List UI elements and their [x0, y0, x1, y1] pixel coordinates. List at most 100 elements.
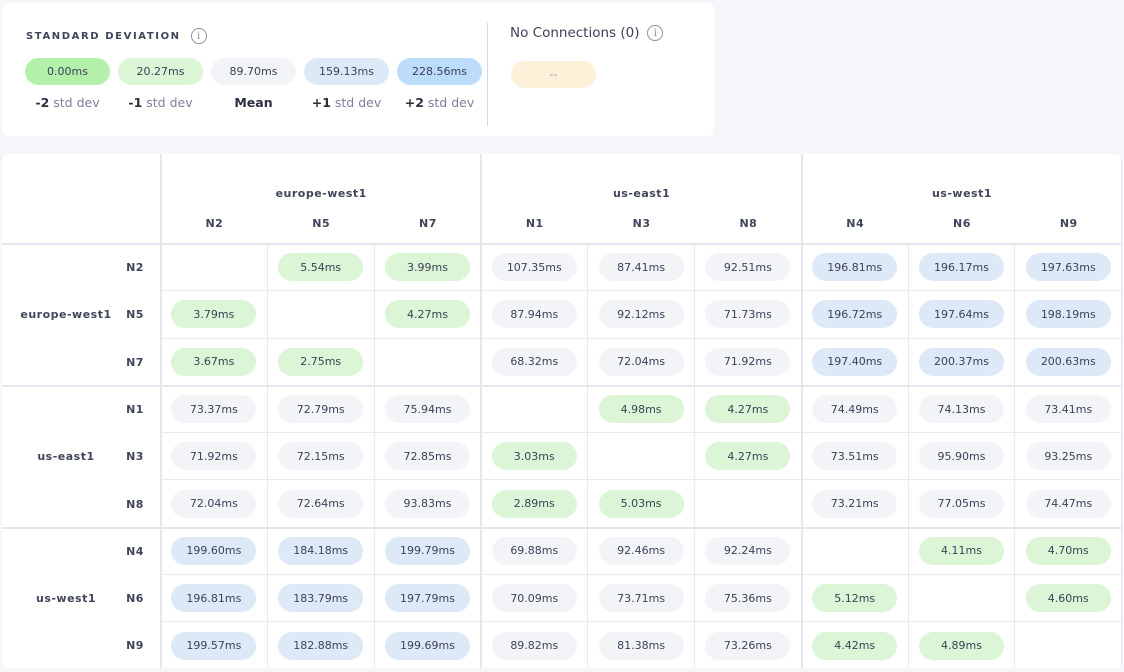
matrix-cell: 87.41ms — [588, 244, 695, 292]
latency-pill[interactable]: 72.79ms — [278, 395, 364, 424]
latency-pill[interactable]: 74.13ms — [918, 395, 1004, 424]
latency-pill[interactable]: 197.40ms — [812, 347, 898, 376]
latency-pill[interactable]: 73.26ms — [705, 631, 791, 660]
info-icon[interactable]: i — [190, 28, 207, 44]
latency-pill[interactable]: 73.41ms — [1025, 395, 1111, 424]
latency-pill[interactable]: 93.83ms — [384, 489, 470, 518]
latency-pill[interactable]: 75.36ms — [705, 584, 791, 613]
latency-pill[interactable]: 200.37ms — [918, 347, 1004, 376]
latency-pill[interactable]: 71.92ms — [171, 442, 257, 471]
latency-pill[interactable]: 199.69ms — [384, 631, 470, 660]
latency-pill[interactable]: 197.64ms — [918, 300, 1004, 329]
legend-label-strong: Mean — [234, 95, 273, 110]
latency-pill[interactable]: 74.49ms — [812, 395, 898, 424]
latency-pill[interactable]: 73.21ms — [812, 489, 898, 518]
latency-pill[interactable]: 196.81ms — [171, 584, 257, 613]
latency-pill[interactable]: 77.05ms — [918, 489, 1004, 518]
latency-pill[interactable]: 95.90ms — [918, 442, 1004, 471]
latency-pill[interactable]: 3.03ms — [491, 442, 577, 471]
latency-pill[interactable]: 198.19ms — [1025, 300, 1111, 329]
latency-pill[interactable]: 70.09ms — [491, 584, 577, 613]
latency-pill[interactable]: 184.18ms — [278, 536, 364, 565]
latency-pill[interactable]: 69.88ms — [491, 536, 577, 565]
matrix-cell: 81.38ms — [588, 622, 695, 668]
info-icon[interactable]: i — [647, 25, 664, 41]
latency-pill[interactable]: 73.71ms — [598, 584, 684, 613]
latency-pill[interactable]: 74.47ms — [1025, 489, 1111, 518]
matrix-cell: 70.09ms — [481, 575, 589, 623]
latency-pill[interactable]: 92.46ms — [598, 536, 684, 565]
latency-pill[interactable]: 87.41ms — [598, 253, 684, 282]
latency-pill[interactable]: 87.94ms — [491, 300, 577, 329]
latency-pill[interactable]: 73.51ms — [812, 442, 898, 471]
column-region-header: us-west1 — [931, 187, 992, 200]
latency-pill[interactable]: 72.15ms — [278, 442, 364, 471]
latency-pill[interactable]: 197.79ms — [384, 584, 470, 613]
latency-pill[interactable]: 75.94ms — [384, 395, 470, 424]
std-dev-title: STANDARD DEVIATION i — [26, 28, 207, 44]
latency-pill[interactable]: 4.27ms — [705, 395, 791, 424]
latency-pill[interactable]: 107.35ms — [491, 253, 577, 282]
legend-label-text: std dev — [423, 95, 475, 110]
matrix-cell: 68.32ms — [481, 338, 589, 386]
latency-pill[interactable]: 196.81ms — [812, 253, 898, 282]
latency-pill[interactable]: 92.12ms — [598, 300, 684, 329]
column-node-header: N6 — [953, 217, 971, 230]
matrix-cell: 74.47ms — [1015, 480, 1122, 528]
matrix-cell: 4.27ms — [695, 433, 802, 481]
row-node-header: N7 — [126, 355, 144, 369]
latency-pill[interactable]: 4.98ms — [598, 395, 684, 424]
region-divider-vertical — [800, 154, 803, 668]
latency-pill[interactable]: 3.79ms — [171, 300, 257, 329]
matrix-cell: 197.64ms — [908, 291, 1016, 339]
latency-pill[interactable]: 4.11ms — [918, 536, 1004, 565]
latency-pill[interactable]: 73.37ms — [171, 395, 257, 424]
latency-pill[interactable]: 4.42ms — [812, 631, 898, 660]
matrix-cell — [161, 244, 268, 292]
latency-pill[interactable]: 4.70ms — [1025, 536, 1111, 565]
latency-pill[interactable]: 197.63ms — [1025, 253, 1111, 282]
latency-pill[interactable]: 71.92ms — [705, 347, 791, 376]
latency-pill[interactable]: 4.27ms — [384, 300, 470, 329]
region-divider-vertical — [1121, 154, 1122, 668]
latency-pill[interactable]: 196.17ms — [918, 253, 1004, 282]
matrix-cell: 92.24ms — [695, 527, 802, 576]
legend-item: 159.13ms +1 std dev — [304, 58, 389, 110]
latency-pill[interactable]: 72.85ms — [384, 442, 470, 471]
latency-pill[interactable]: 81.38ms — [598, 631, 684, 660]
latency-pill[interactable]: 72.04ms — [598, 347, 684, 376]
latency-pill[interactable]: 5.54ms — [278, 253, 364, 282]
latency-pill[interactable]: 4.89ms — [918, 631, 1004, 660]
latency-pill[interactable]: 92.24ms — [705, 536, 791, 565]
latency-pill[interactable]: 199.79ms — [384, 536, 470, 565]
latency-pill[interactable]: 2.89ms — [491, 489, 577, 518]
matrix-cell: 73.37ms — [161, 385, 268, 434]
legend-pill: 0.00ms — [25, 58, 110, 85]
matrix-cell: 5.03ms — [588, 480, 695, 528]
latency-pill[interactable]: 92.51ms — [705, 253, 791, 282]
latency-pill[interactable]: 199.60ms — [171, 536, 257, 565]
latency-pill[interactable]: 89.82ms — [491, 631, 577, 660]
latency-pill[interactable]: 5.03ms — [598, 489, 684, 518]
latency-pill[interactable]: 183.79ms — [278, 584, 364, 613]
matrix-cell: 197.63ms — [1015, 244, 1122, 292]
matrix-cell: 199.60ms — [161, 527, 268, 576]
latency-pill[interactable]: 196.72ms — [812, 300, 898, 329]
matrix-cell: 72.04ms — [161, 480, 268, 528]
legend-pill: 89.70ms — [211, 58, 296, 85]
latency-pill[interactable]: 182.88ms — [278, 631, 364, 660]
latency-pill[interactable]: 2.75ms — [278, 347, 364, 376]
latency-pill[interactable]: 199.57ms — [171, 631, 257, 660]
latency-pill[interactable]: 3.67ms — [171, 347, 257, 376]
matrix-cell — [267, 291, 375, 339]
latency-pill[interactable]: 3.99ms — [384, 253, 470, 282]
latency-pill[interactable]: 4.27ms — [705, 442, 791, 471]
latency-pill[interactable]: 5.12ms — [812, 584, 898, 613]
latency-pill[interactable]: 72.64ms — [278, 489, 364, 518]
latency-pill[interactable]: 93.25ms — [1025, 442, 1111, 471]
latency-pill[interactable]: 200.63ms — [1025, 347, 1111, 376]
latency-pill[interactable]: 71.73ms — [705, 300, 791, 329]
latency-pill[interactable]: 68.32ms — [491, 347, 577, 376]
latency-pill[interactable]: 4.60ms — [1025, 584, 1111, 613]
latency-pill[interactable]: 72.04ms — [171, 489, 257, 518]
